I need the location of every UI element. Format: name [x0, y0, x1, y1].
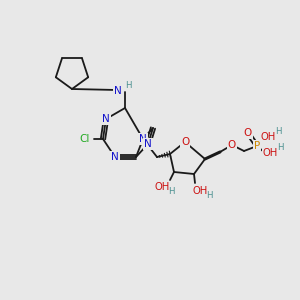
Text: OH: OH [192, 186, 208, 196]
Text: OH: OH [260, 132, 276, 142]
Text: Cl: Cl [80, 134, 90, 144]
Text: H: H [275, 128, 281, 136]
Text: O: O [228, 140, 236, 150]
Text: OH: OH [154, 182, 169, 192]
Text: H: H [168, 188, 174, 196]
Text: N: N [114, 86, 122, 96]
Text: H: H [206, 191, 212, 200]
Text: H: H [277, 142, 283, 152]
Text: N: N [144, 139, 152, 149]
Text: H: H [125, 80, 131, 89]
Text: N: N [139, 134, 147, 144]
Text: O: O [244, 128, 252, 138]
Text: OH: OH [262, 148, 278, 158]
Text: O: O [181, 137, 189, 147]
Text: N: N [111, 152, 119, 162]
Text: N: N [102, 114, 110, 124]
Text: P: P [254, 141, 260, 151]
